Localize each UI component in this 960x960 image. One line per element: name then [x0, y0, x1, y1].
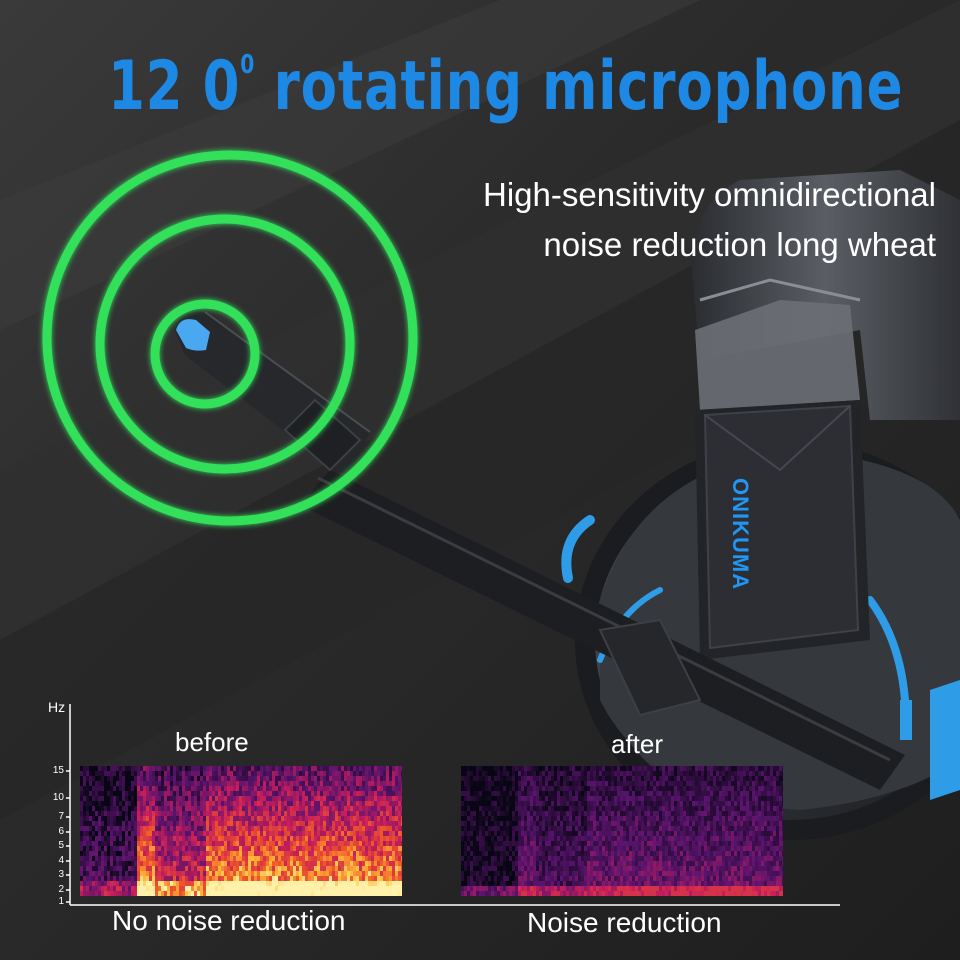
after-label: after: [611, 729, 664, 759]
caption-noise-reduction: Noise reduction: [527, 907, 722, 938]
caption-no-noise-reduction: No noise reduction: [112, 905, 346, 936]
axis-tick: 10: [52, 792, 64, 803]
spectrogram-before: [80, 766, 402, 896]
subtitle-line-2: noise reduction long wheat: [543, 226, 936, 263]
axis-tick: 1: [58, 896, 64, 907]
axis-tick: 15: [52, 765, 64, 776]
before-label: before: [175, 727, 249, 757]
spectrogram-axes: [66, 704, 840, 906]
brand-logo: ONIKUMA: [728, 478, 753, 591]
headband: [690, 170, 960, 420]
spectrogram-after: [461, 766, 783, 896]
axis-tick: 3: [58, 869, 64, 880]
degree-symbol: 0: [240, 50, 255, 80]
axis-tick: 6: [58, 826, 64, 837]
microphone-boom: [175, 311, 905, 790]
frequency-axis-label: Hz: [48, 699, 66, 715]
axis-tick: 5: [58, 840, 64, 851]
axis-tick: 2: [58, 884, 64, 895]
axis-tick: 4: [58, 855, 64, 866]
axis-tick: 7: [58, 811, 64, 822]
page-title: 12 00 rotating microphone: [108, 47, 904, 126]
subtitle-line-1: High-sensitivity omnidirectional: [482, 176, 936, 213]
sound-wave-rings-icon: [42, 150, 418, 526]
